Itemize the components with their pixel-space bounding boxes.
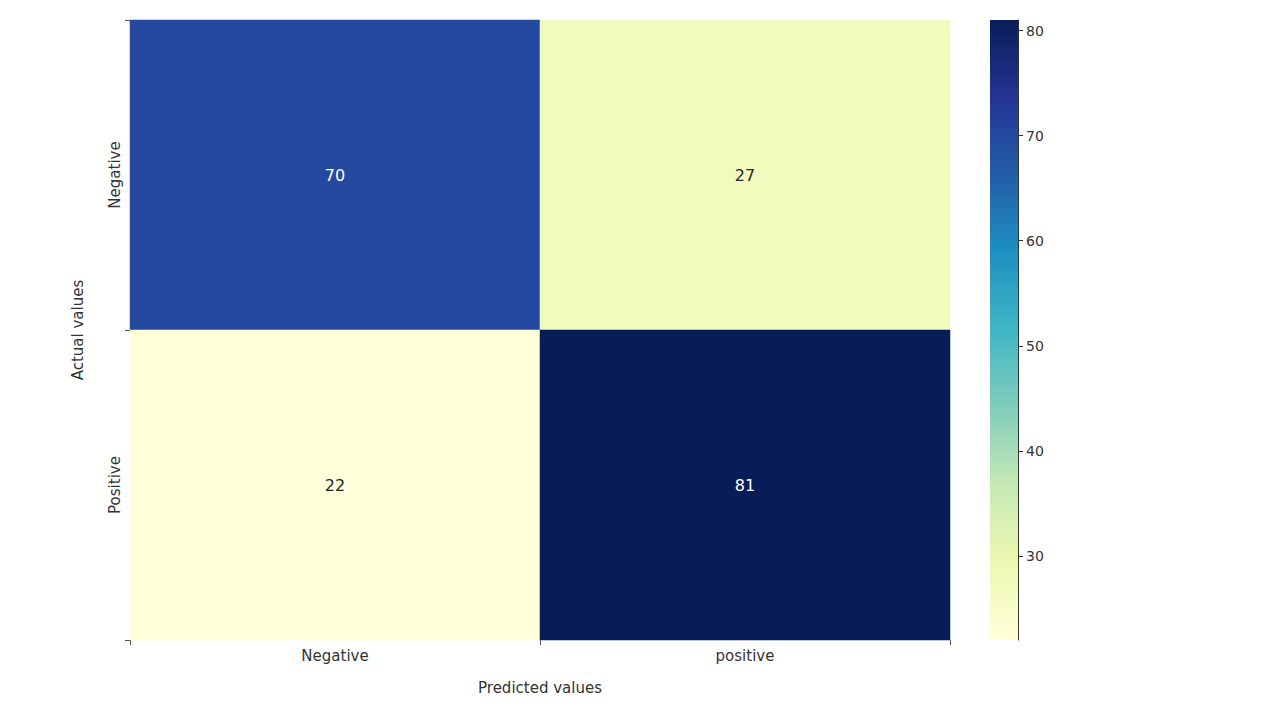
svg-text:27: 27 (735, 166, 755, 185)
svg-text:Actual values: Actual values (69, 280, 87, 381)
svg-text:70: 70 (325, 166, 345, 185)
svg-text:40: 40 (1026, 443, 1044, 459)
svg-text:Positive: Positive (106, 456, 124, 514)
svg-text:Negative: Negative (301, 647, 368, 665)
svg-text:81: 81 (735, 476, 755, 495)
svg-text:80: 80 (1026, 23, 1044, 39)
svg-text:22: 22 (325, 476, 345, 495)
svg-text:Predicted values: Predicted values (478, 679, 602, 697)
svg-text:70: 70 (1026, 128, 1044, 144)
svg-text:Negative: Negative (106, 141, 124, 208)
svg-text:50: 50 (1026, 338, 1044, 354)
svg-text:positive: positive (716, 647, 775, 665)
svg-text:30: 30 (1026, 548, 1044, 564)
svg-text:60: 60 (1026, 233, 1044, 249)
